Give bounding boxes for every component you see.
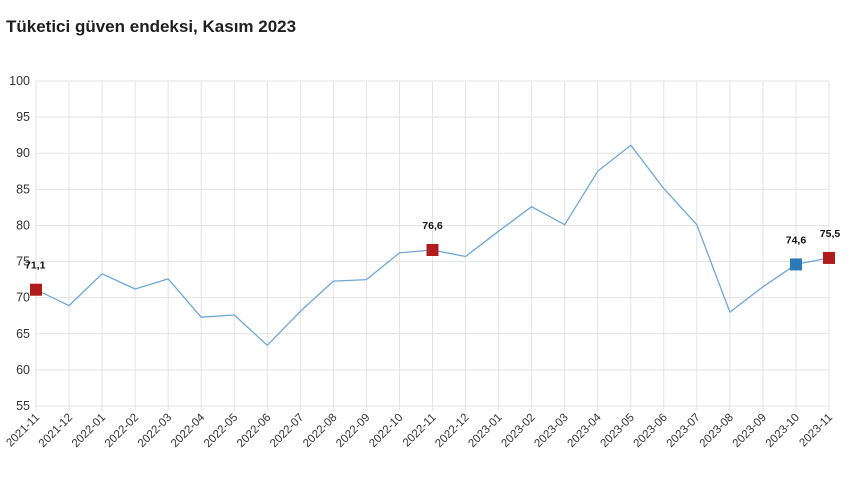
data-label: 74,6 — [786, 234, 807, 246]
y-tick-label: 85 — [16, 182, 30, 196]
data-label: 76,6 — [422, 220, 443, 232]
y-tick-label: 100 — [9, 74, 30, 88]
y-tick-label: 75 — [16, 255, 30, 269]
highlight-marker — [30, 283, 42, 296]
data-labels: 71,1 76,6 74,6 75,5 — [25, 220, 840, 272]
x-tick-label: 2023-02 — [499, 412, 537, 450]
x-tick-label: 2023-03 — [532, 412, 570, 450]
y-tick-label: 95 — [16, 110, 30, 124]
x-tick-label: 2023-01 — [466, 412, 504, 450]
x-tick-label: 2022-12 — [433, 412, 471, 450]
x-tick-label: 2023-11 — [797, 412, 835, 450]
x-tick-label: 2021-11 — [4, 412, 42, 450]
y-tick-label: 90 — [16, 146, 30, 160]
y-tick-label: 65 — [16, 327, 30, 341]
x-tick-label: 2023-05 — [599, 412, 637, 450]
y-tick-label: 80 — [16, 218, 30, 232]
x-tick-label: 2022-10 — [367, 412, 405, 450]
x-tick-label: 2022-04 — [169, 411, 208, 450]
highlight-marker — [823, 251, 835, 264]
x-tick-label: 2022-03 — [136, 412, 174, 450]
x-tick-label: 2021-12 — [37, 412, 75, 450]
y-tick-label: 60 — [16, 363, 30, 377]
x-tick-label: 2023-07 — [665, 412, 703, 450]
x-tick-label: 2023-09 — [731, 412, 769, 450]
highlight-markers — [30, 244, 835, 296]
data-label: 71,1 — [25, 260, 46, 272]
x-tick-label: 2023-06 — [632, 412, 670, 450]
x-tick-label: 2023-08 — [698, 412, 736, 450]
grid-layer — [35, 80, 830, 411]
data-label: 75,5 — [820, 228, 841, 240]
x-tick-label: 2022-09 — [334, 412, 372, 450]
x-tick-label: 2023-10 — [764, 412, 802, 450]
highlight-marker — [426, 244, 439, 256]
x-tick-label: 2022-11 — [401, 412, 439, 450]
chart-title: Tüketici güven endeksi, Kasım 2023 — [6, 17, 297, 36]
x-tick-label: 2022-02 — [103, 412, 141, 450]
x-tick-label: 2023-04 — [565, 411, 604, 450]
x-axis: 2021-112021-122022-012022-022022-032022-… — [4, 411, 835, 450]
y-axis: 55 60 65 70 75 80 85 90 95 100 — [9, 74, 30, 413]
x-tick-label: 2022-05 — [202, 412, 240, 450]
highlight-marker — [789, 258, 802, 271]
x-tick-label: 2022-08 — [301, 412, 339, 450]
x-tick-label: 2022-07 — [268, 412, 306, 450]
x-tick-label: 2022-06 — [235, 412, 273, 450]
y-tick-label: 55 — [16, 399, 30, 413]
y-tick-label: 70 — [16, 291, 30, 305]
x-tick-label: 2022-01 — [70, 412, 108, 450]
